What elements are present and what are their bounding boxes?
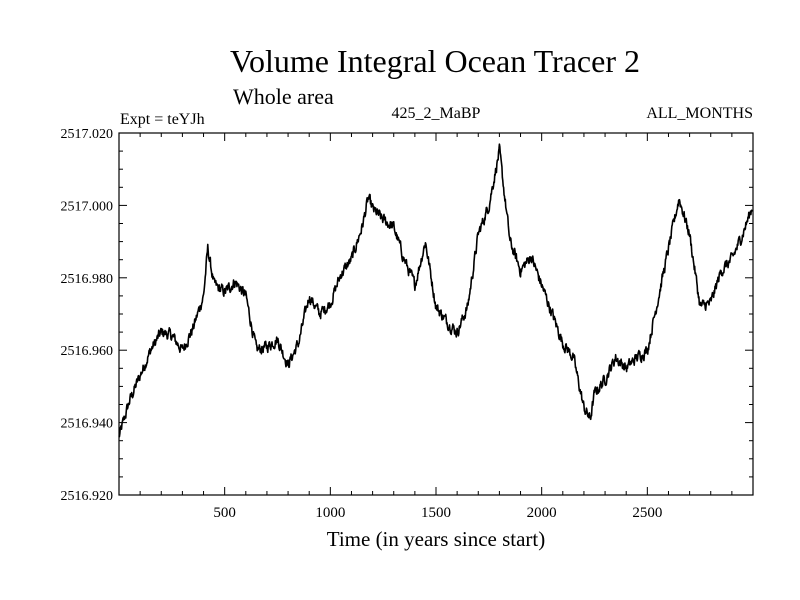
- y-tick-label: 2516.960: [61, 344, 114, 359]
- y-tick-label: 2517.000: [61, 199, 114, 214]
- chart-subtitle: Whole area: [233, 84, 334, 109]
- x-axis-ticks: 500 1000 1500 2000 2500: [213, 133, 662, 521]
- period-label: 425_2_MaBP: [392, 105, 481, 122]
- x-tick-label: 500: [213, 505, 236, 521]
- y-axis-ticks: 2516.920 2516.940 2516.960 2516.980 2517.000…: [61, 127, 753, 504]
- plot-frame: [118, 132, 754, 496]
- y-tick-label: 2516.940: [61, 417, 114, 432]
- y-tick-label: 2517.020: [61, 127, 114, 142]
- y-tick-label: 2516.980: [61, 272, 114, 287]
- x-tick-label: 2500: [632, 505, 662, 521]
- minor-ticks: [119, 133, 753, 495]
- x-tick-label: 1500: [421, 505, 451, 521]
- y-tick-label: 2516.920: [61, 489, 114, 504]
- x-axis-label: Time (in years since start): [327, 527, 546, 551]
- months-label: ALL_MONTHS: [646, 105, 753, 122]
- x-tick-label: 1000: [315, 505, 345, 521]
- experiment-label: Expt = teYJh: [120, 111, 205, 128]
- series-line: [118, 143, 754, 438]
- x-tick-label: 2000: [527, 505, 557, 521]
- chart-title: Volume Integral Ocean Tracer 2: [230, 43, 640, 79]
